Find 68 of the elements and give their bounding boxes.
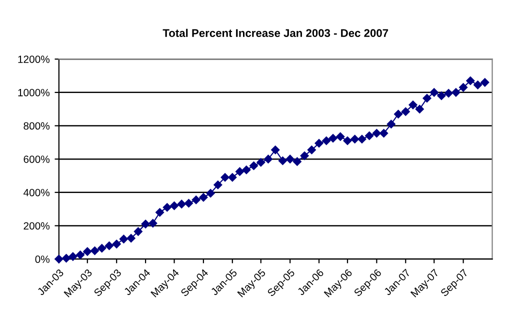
point bbox=[452, 88, 460, 97]
point bbox=[386, 120, 396, 128]
point bbox=[415, 104, 424, 114]
point bbox=[184, 199, 193, 208]
y-tick-label: 0% bbox=[35, 256, 50, 263]
point bbox=[156, 208, 164, 217]
point bbox=[343, 136, 352, 145]
point bbox=[358, 134, 366, 144]
y-tick-label: 800% bbox=[24, 122, 50, 130]
point bbox=[459, 83, 468, 92]
point bbox=[271, 146, 280, 154]
point bbox=[192, 196, 200, 204]
point bbox=[437, 92, 446, 100]
point bbox=[286, 154, 294, 164]
point bbox=[292, 157, 302, 166]
point bbox=[228, 173, 237, 182]
point bbox=[307, 146, 316, 154]
point bbox=[322, 136, 331, 145]
point bbox=[466, 76, 475, 85]
point bbox=[177, 200, 186, 208]
point bbox=[126, 234, 136, 242]
point bbox=[68, 252, 78, 261]
y-tick-label: 200% bbox=[24, 222, 50, 230]
point bbox=[90, 246, 99, 255]
point bbox=[112, 240, 121, 248]
point bbox=[408, 100, 418, 110]
point bbox=[76, 250, 85, 260]
point bbox=[372, 129, 381, 138]
point bbox=[119, 234, 128, 244]
y-tick-label: 600% bbox=[24, 156, 50, 163]
point bbox=[148, 218, 158, 228]
point bbox=[328, 134, 338, 142]
point bbox=[62, 254, 71, 262]
point bbox=[350, 134, 360, 144]
point bbox=[264, 154, 272, 164]
point bbox=[314, 139, 324, 148]
point bbox=[336, 132, 345, 141]
point bbox=[430, 88, 438, 97]
point bbox=[380, 129, 388, 138]
point bbox=[105, 241, 114, 250]
point bbox=[162, 203, 172, 212]
y-tick-label: 400% bbox=[24, 188, 50, 196]
point bbox=[394, 110, 403, 118]
point bbox=[444, 89, 453, 98]
point bbox=[250, 162, 258, 170]
point bbox=[256, 158, 266, 167]
point bbox=[206, 189, 215, 198]
chart-title: Total Percent Increase Jan 2003 - Dec 2007 bbox=[162, 28, 388, 38]
point bbox=[214, 180, 222, 190]
point bbox=[365, 132, 374, 140]
point bbox=[401, 107, 410, 116]
point bbox=[242, 166, 251, 174]
y-tick-label: 1000% bbox=[18, 88, 50, 96]
point bbox=[480, 78, 490, 87]
point bbox=[98, 244, 106, 252]
point bbox=[300, 152, 309, 160]
y-tick-label: 1200% bbox=[18, 56, 50, 63]
point bbox=[278, 156, 287, 165]
point bbox=[199, 193, 208, 202]
point bbox=[141, 220, 150, 228]
point bbox=[422, 94, 432, 102]
point bbox=[83, 247, 92, 256]
point bbox=[236, 167, 244, 176]
point bbox=[474, 80, 482, 90]
point bbox=[134, 227, 142, 236]
point bbox=[54, 254, 64, 264]
point bbox=[170, 202, 178, 210]
point bbox=[220, 173, 230, 182]
